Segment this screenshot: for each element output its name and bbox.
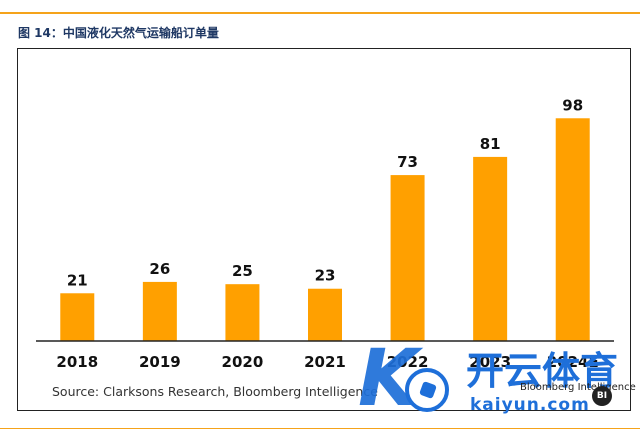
bar-2018 <box>60 293 95 341</box>
data-label-2018: 21 <box>67 271 88 289</box>
bar-2020 <box>225 284 260 341</box>
bar-2023 <box>473 156 508 341</box>
tick-label-2018: 2018 <box>56 353 98 371</box>
data-label-2022: 73 <box>397 153 418 171</box>
tick-label-2022: 2022 <box>387 353 429 371</box>
tick-label-2023: 2023 <box>469 353 511 371</box>
data-labels-group: 21 26 25 23 73 81 98 <box>67 96 583 289</box>
bar-2021 <box>308 288 342 341</box>
tick-label-2024E: 2024E <box>547 353 599 371</box>
watermark-brand-latin: kaiyun.com <box>470 395 590 415</box>
watermark-brand-cn: 开云体育 <box>466 349 619 393</box>
tick-label-2020: 2020 <box>222 353 264 371</box>
bar-2019 <box>142 281 177 341</box>
watermark-ball-icon <box>405 368 449 412</box>
data-label-2019: 26 <box>149 260 170 278</box>
data-label-2024E: 98 <box>562 96 583 114</box>
data-label-2020: 25 <box>232 262 253 280</box>
tick-label-2019: 2019 <box>139 353 181 371</box>
figure-title: 图 14：中国液化天然气运输船订单量 <box>18 26 219 40</box>
top-rule <box>0 12 640 14</box>
bottom-rule <box>0 428 640 429</box>
source-note: Source: Clarksons Research, Bloomberg In… <box>52 384 378 399</box>
data-label-2021: 23 <box>315 267 336 285</box>
bar-2024E <box>555 118 590 341</box>
bar-2022 <box>390 175 425 341</box>
bi-badge-icon: BI <box>592 386 612 406</box>
chart-frame: 21 26 25 23 73 81 98 2018 2019 2020 2021 2022 2023 2… <box>17 48 631 411</box>
data-label-2023: 81 <box>480 135 501 153</box>
tick-label-2021: 2021 <box>304 353 346 371</box>
bars-group <box>60 118 590 341</box>
tick-labels-group: 2018 2019 2020 2021 2022 2023 2024E <box>56 353 598 371</box>
bloomberg-intelligence-logo: Bloomberg Intelligence <box>520 382 636 393</box>
